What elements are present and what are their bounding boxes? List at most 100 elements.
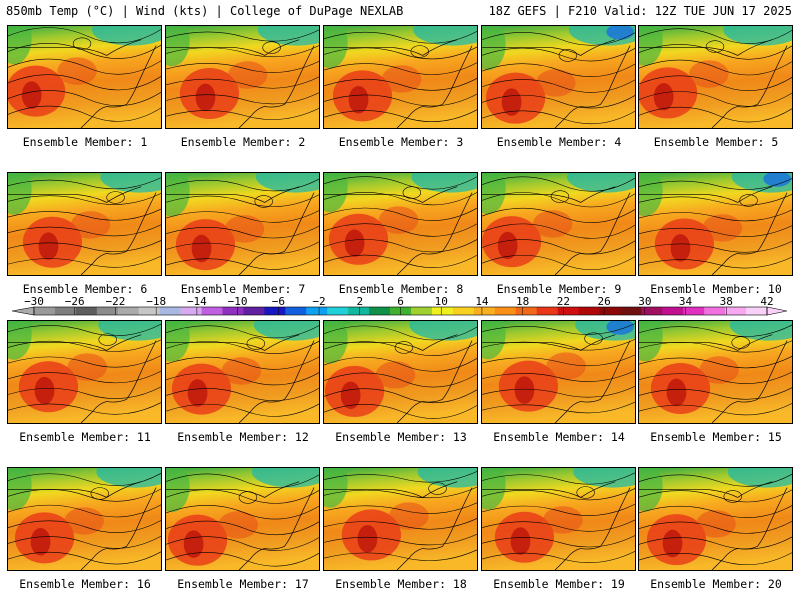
cool-region [166,468,190,513]
coastline [238,340,315,423]
contour-line [324,325,477,341]
contour-line [639,505,792,518]
warm-region [532,210,573,238]
contour-line [166,210,319,223]
colorbar-swatch [180,307,202,315]
panel-caption: Ensemble Member: 19 [493,577,625,591]
border-line [166,334,300,351]
colorbar-swatch [264,307,286,315]
contour-loop [246,337,266,350]
panel-caption: Ensemble Member: 15 [650,430,782,444]
contour-line [639,552,792,566]
contour-line [639,106,792,123]
map-title: 850mb Temp (°C) | Wind (kts) | College o… [6,4,404,18]
contour-line [482,472,635,485]
contour-loop [705,40,725,53]
coastline [396,192,473,275]
coastline [80,340,157,423]
coastline [554,45,631,128]
contour-line [8,488,161,502]
contour-line [8,551,161,565]
cool-region [324,468,348,508]
contour-line [639,403,792,416]
ensemble-map-panel [165,467,320,571]
coastline [238,192,315,275]
contour-line [482,550,635,563]
contour-line [324,533,477,546]
coastline [238,45,315,128]
colorbar-tick-label: −18 [146,296,166,308]
contour-line [324,223,477,237]
hot-core [666,378,687,407]
panel-caption: Ensemble Member: 7 [180,282,306,296]
contour-loop [550,190,570,203]
ensemble-map-panel [165,320,320,424]
warm-region [224,215,265,243]
coastline [711,45,788,128]
border-line [8,481,142,498]
border-line [482,39,616,56]
contour-line [166,325,319,339]
contour-line [324,518,477,530]
contour-line [324,62,477,75]
contour-line [639,371,792,384]
colorbar-tick-label: 6 [397,296,404,308]
contour-line [8,386,161,399]
contour-line [482,401,635,414]
temperature-map [166,26,319,128]
hot-core [183,530,204,558]
panel-caption: Ensemble Member: 5 [653,135,779,149]
colorbar-swatch [75,307,98,315]
coastline [80,45,157,128]
cool-region [257,26,319,46]
contour-line [166,552,319,567]
contour-line [8,240,161,252]
ensemble-map-panel [638,172,793,276]
panel-caption: Ensemble Member: 12 [177,430,309,444]
contour-line [324,77,477,91]
contour-line [8,177,161,190]
warm-region [536,69,576,97]
contour-line [639,355,792,369]
ensemble-map-panel [7,172,162,276]
cool-region [723,26,792,46]
cool-region [166,321,190,362]
colorbar-swatch [34,307,56,315]
contour-line [8,90,161,106]
contour-line [8,105,161,122]
contour-line [324,502,477,514]
colorbar-swatch [410,307,433,315]
colorbar-swatch [54,307,77,315]
valid-time: 18Z GEFS | F210 Valid: 12Z TUE JUN 17 20… [488,4,792,18]
cool-region [482,26,506,71]
ensemble-map-panel [323,320,478,424]
cool-region [8,321,32,360]
contour-line [482,338,635,351]
contour-line [8,255,161,268]
coastline [554,340,631,423]
contour-line [8,504,161,518]
contour-loop [576,486,595,499]
contour-line [166,387,319,401]
contour-line [639,178,792,190]
contour-line [166,536,319,551]
ensemble-map-panel [638,467,793,571]
colorbar-swatch [641,307,663,315]
colorbar-swatch [494,307,516,315]
coastline [396,487,473,570]
warm-region [375,361,416,389]
contour-line [639,75,792,91]
temperature-map [482,26,635,128]
cool-region [413,26,477,46]
contour-line [166,29,319,42]
contour-line [639,193,792,206]
colorbar-tick-label: 42 [760,296,773,308]
contour-line [8,193,161,205]
warm-region [218,511,258,539]
panel-caption: Ensemble Member: 20 [650,577,782,591]
ensemble-map-panel [165,25,320,129]
contour-line [8,208,161,221]
temperature-map [639,173,792,275]
colorbar-svg: −30 −26 −22 −18 −14 −10 −6 −2 2 6 10 14 18 22 26 30 34 38… [11,296,788,316]
border-line [482,334,616,351]
